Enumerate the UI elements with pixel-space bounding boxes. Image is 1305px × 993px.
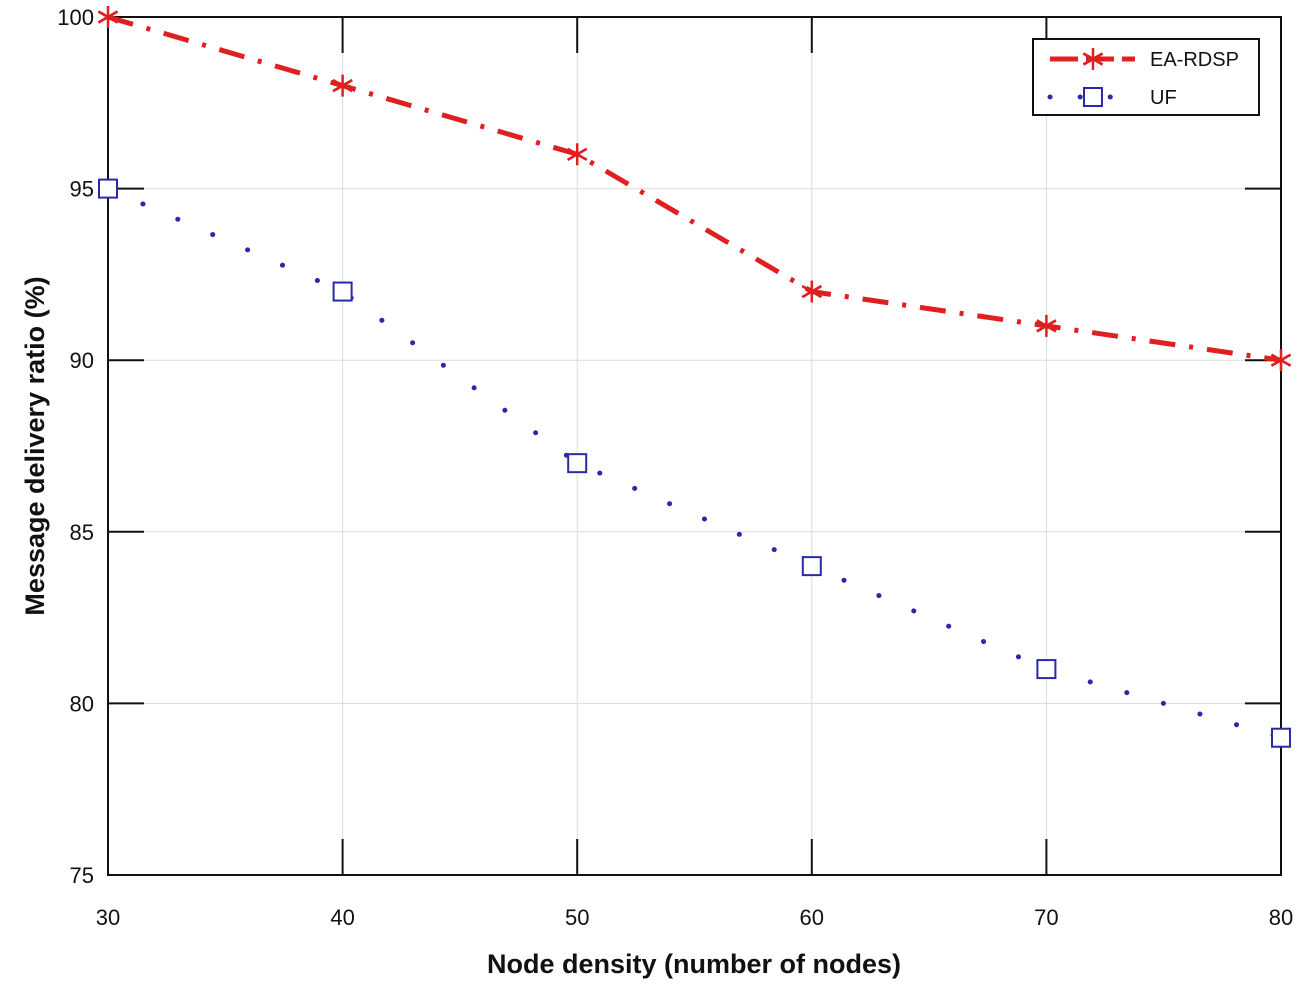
data-point-ea-rdsp-70 xyxy=(1036,314,1057,337)
tick-labels: 30 40 50 60 70 80 75 80 85 90 95 100 xyxy=(57,5,1293,930)
x-tick-label: 80 xyxy=(1269,905,1293,930)
legend-label-uf: UF xyxy=(1150,87,1177,109)
x-tick-label: 60 xyxy=(800,905,824,930)
data-point-uf-80 xyxy=(1271,727,1291,748)
legend-box xyxy=(1032,38,1260,116)
y-tick-label: 90 xyxy=(70,348,94,373)
legend-label-ea-rdsp: EA-RDSP xyxy=(1150,49,1239,71)
legend: EA-RDSP UF xyxy=(1032,38,1260,116)
series-line-uf xyxy=(105,186,1284,741)
y-tick-label: 95 xyxy=(70,177,94,202)
data-point-ea-rdsp-80 xyxy=(1270,349,1292,372)
y-tick-label: 75 xyxy=(70,863,94,888)
x-tick-label: 40 xyxy=(330,905,354,930)
data-point-ea-rdsp-50 xyxy=(567,143,588,166)
y-tick-label: 85 xyxy=(70,520,94,545)
grid xyxy=(107,16,1282,876)
legend-marker-uf xyxy=(1083,87,1103,107)
x-tick-label: 70 xyxy=(1034,905,1058,930)
data-point-uf-70 xyxy=(1036,659,1057,680)
legend-marker-ea-rdsp xyxy=(1082,48,1104,70)
data-point-uf-40 xyxy=(332,281,353,302)
x-tick-label: 50 xyxy=(565,905,589,930)
data-point-uf-60 xyxy=(801,556,822,577)
axis-ticks xyxy=(107,16,1282,876)
plot-frame xyxy=(107,16,1282,876)
y-axis-title: Message delivery ratio (%) xyxy=(20,276,50,615)
data-point-uf-30 xyxy=(98,178,118,199)
y-tick-label: 80 xyxy=(70,691,94,716)
x-tick-label: 30 xyxy=(96,905,120,930)
data-point-uf-50 xyxy=(567,453,588,474)
data-point-ea-rdsp-30 xyxy=(97,6,119,28)
data-point-ea-rdsp-60 xyxy=(801,280,822,303)
y-tick-label: 100 xyxy=(57,5,94,30)
data-point-ea-rdsp-40 xyxy=(332,74,353,97)
x-axis-title: Node density (number of nodes) xyxy=(487,949,901,979)
series xyxy=(97,6,1292,748)
